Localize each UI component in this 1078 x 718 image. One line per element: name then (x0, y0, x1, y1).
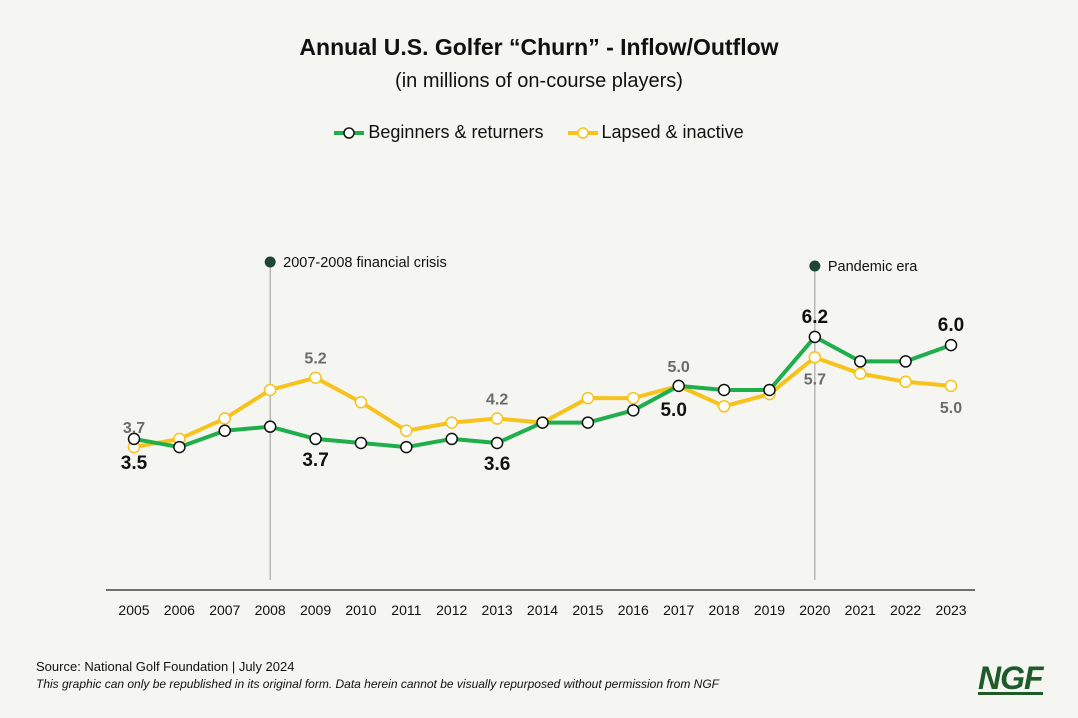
x-tick-label: 2012 (436, 602, 467, 618)
data-label: 3.5 (121, 453, 148, 474)
data-point (808, 351, 822, 364)
data-point (445, 432, 458, 446)
data-point (490, 436, 504, 450)
x-tick-label: 2013 (482, 602, 513, 618)
data-point (309, 371, 322, 384)
legend-marker-green-icon (334, 126, 365, 139)
chart-title: Annual U.S. Golfer “Churn” - Inflow/Outf… (299, 34, 779, 60)
x-tick-label: 2014 (527, 602, 558, 618)
x-tick-label: 2008 (255, 602, 286, 618)
data-label: 3.6 (484, 454, 510, 475)
legend-label: Lapsed & inactive (601, 122, 744, 142)
x-tick-label: 2007 (209, 602, 240, 618)
data-label: 4.2 (486, 392, 508, 409)
ngf-logo: NGF (978, 660, 1044, 696)
x-tick-label: 2020 (799, 602, 830, 618)
annotation-label: 2007-2008 financial crisis (283, 255, 447, 271)
data-point (899, 375, 912, 389)
republish-note: This graphic can only be republished in … (36, 677, 719, 691)
annotation-dot-icon (809, 260, 821, 272)
data-label: 5.0 (660, 400, 686, 421)
data-point (944, 338, 958, 352)
x-tick-label: 2006 (164, 602, 195, 618)
data-point (263, 383, 277, 397)
data-point (400, 424, 413, 438)
data-point (808, 330, 822, 344)
data-point (218, 424, 232, 438)
data-point (763, 383, 776, 397)
series-line-beginners (133, 334, 952, 450)
legend: Beginners & returners Lapsed & inactive (0, 122, 1078, 143)
x-tick-label: 2022 (890, 602, 921, 618)
data-point (899, 355, 912, 368)
data-point (672, 379, 685, 393)
data-point (173, 440, 186, 454)
data-label: 6.0 (938, 315, 964, 336)
data-point (581, 391, 595, 405)
data-label: 5.2 (304, 351, 326, 368)
data-label: 5.0 (668, 359, 690, 376)
data-label: 5.0 (940, 400, 962, 417)
data-point (717, 400, 731, 413)
legend-item-lapsed: Lapsed & inactive (567, 122, 744, 143)
chart-subtitle: (in millions of on-course players) (395, 70, 683, 92)
data-label: 3.7 (123, 420, 145, 437)
x-tick-label: 2010 (345, 602, 376, 618)
data-point (445, 416, 458, 429)
legend-label: Beginners & returners (368, 122, 544, 142)
data-label: 6.2 (802, 307, 828, 328)
data-point (717, 383, 731, 397)
data-point (127, 432, 141, 446)
x-tick-label: 2023 (935, 602, 966, 618)
x-tick-label: 2016 (618, 602, 649, 618)
x-tick-label: 2015 (572, 602, 603, 618)
x-tick-label: 2005 (118, 602, 149, 618)
data-point (853, 355, 867, 368)
x-tick-label: 2017 (663, 602, 694, 618)
x-tick-label: 2021 (845, 602, 876, 618)
data-point (581, 416, 595, 429)
x-tick-label: 2019 (754, 602, 785, 618)
x-tick-label: 2009 (300, 602, 331, 618)
x-tick-label: 2011 (391, 602, 421, 618)
data-label: 3.7 (302, 450, 328, 471)
data-point (354, 436, 368, 450)
data-point (354, 395, 368, 409)
data-point (400, 440, 413, 454)
data-point (627, 391, 640, 405)
source-text: Source: National Golf Foundation | July … (36, 659, 295, 674)
data-point (309, 432, 322, 446)
data-point (490, 412, 504, 425)
legend-marker-yellow-icon (567, 126, 598, 139)
annotation-dot-icon (264, 256, 276, 268)
legend-item-beginners: Beginners & returners (334, 122, 544, 143)
data-point (536, 416, 549, 429)
annotation-label: Pandemic era (828, 259, 918, 275)
data-point (627, 404, 640, 417)
x-tick-label: 2018 (708, 602, 739, 618)
data-point (218, 412, 232, 425)
series-line-lapsed (133, 355, 952, 450)
data-point (853, 367, 867, 380)
data-point (263, 420, 277, 433)
data-label: 5.7 (804, 371, 826, 388)
data-point (944, 379, 958, 393)
